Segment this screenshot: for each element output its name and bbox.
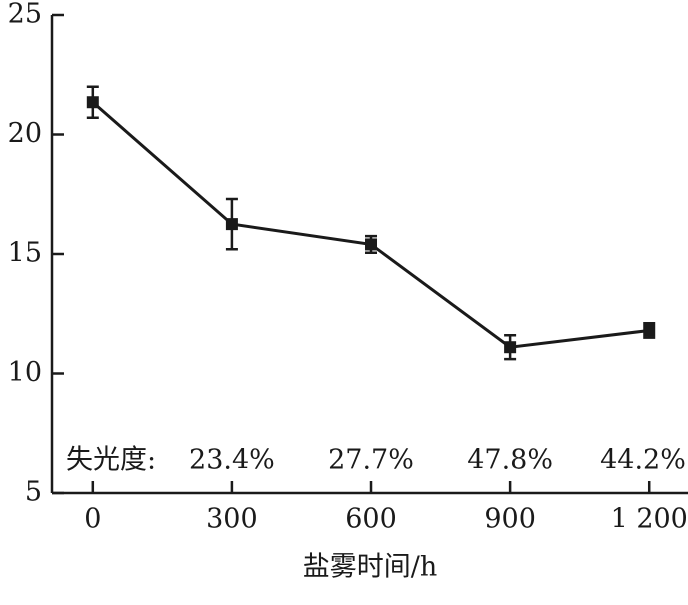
marker bbox=[225, 218, 238, 231]
x-tick-label: 900 bbox=[484, 504, 536, 535]
marker bbox=[504, 341, 517, 354]
annotation-label: 失光度: bbox=[66, 445, 156, 476]
x-tick-label: 600 bbox=[345, 504, 397, 535]
y-tick-label: 25 bbox=[8, 0, 42, 30]
marker bbox=[86, 96, 99, 109]
x-tick-label: 300 bbox=[206, 504, 258, 535]
y-tick-label: 5 bbox=[25, 477, 42, 508]
x-tick-label: 1 200 bbox=[611, 504, 688, 535]
y-tick-label: 10 bbox=[8, 357, 42, 388]
annotation-value: 23.4% bbox=[189, 445, 275, 476]
x-tick-label: 0 bbox=[84, 504, 101, 535]
annotation-value: 47.8% bbox=[467, 445, 553, 476]
x-axis-label: 盐雾时间/h bbox=[303, 552, 438, 583]
annotation-value: 44.2% bbox=[600, 445, 686, 476]
y-tick-label: 15 bbox=[8, 238, 42, 269]
y-tick-label: 20 bbox=[8, 118, 42, 149]
annotation-value: 27.7% bbox=[328, 445, 414, 476]
marker bbox=[365, 238, 378, 251]
marker bbox=[643, 324, 656, 337]
line bbox=[91, 101, 650, 349]
